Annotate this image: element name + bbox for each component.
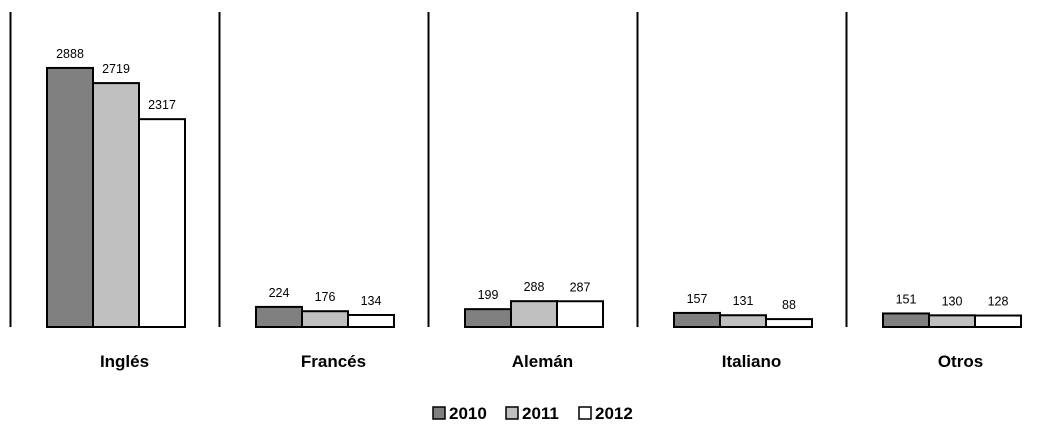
bar-2010-0 bbox=[46, 66, 94, 328]
legend-label-2012: 2012 bbox=[595, 404, 633, 423]
value-label: 151 bbox=[896, 292, 917, 306]
bar-2012-0 bbox=[138, 118, 186, 328]
value-label: 2719 bbox=[102, 62, 130, 76]
value-labels: 2888 2719 2317 224 176 134 199 288 287 157 131 88 15… bbox=[56, 47, 1008, 312]
value-label: 157 bbox=[687, 292, 708, 306]
category-label: Francés bbox=[301, 352, 366, 371]
legend-label-2011: 2011 bbox=[522, 404, 559, 423]
category-label: Italiano bbox=[722, 352, 782, 371]
legend-swatch-2010 bbox=[432, 406, 446, 420]
value-label: 199 bbox=[478, 288, 499, 302]
legend: 2010 2011 2012 bbox=[432, 404, 633, 423]
bar-2010-3 bbox=[673, 311, 721, 329]
bar-2010-1 bbox=[255, 305, 303, 328]
value-label: 131 bbox=[733, 294, 754, 308]
value-label: 287 bbox=[570, 280, 591, 294]
bar-2012-4 bbox=[974, 314, 1022, 329]
value-label: 2317 bbox=[148, 98, 176, 112]
bar-2012-1 bbox=[347, 313, 395, 328]
value-label: 288 bbox=[524, 280, 545, 294]
value-label: 128 bbox=[988, 295, 1009, 309]
value-label: 2888 bbox=[56, 47, 84, 61]
bar-2010-4 bbox=[882, 312, 930, 328]
legend-label-2010: 2010 bbox=[449, 404, 487, 423]
value-label: 176 bbox=[315, 290, 336, 304]
category-label: Inglés bbox=[100, 352, 149, 371]
legend-swatch-2012 bbox=[578, 406, 592, 420]
value-label: 134 bbox=[361, 294, 382, 308]
value-label: 130 bbox=[942, 294, 963, 308]
bars bbox=[46, 66, 1022, 329]
bar-2011-2 bbox=[510, 300, 558, 329]
legend-swatch-2011 bbox=[505, 406, 519, 420]
bar-2012-2 bbox=[556, 300, 604, 329]
bar-2010-2 bbox=[464, 308, 512, 328]
category-label: Alemán bbox=[512, 352, 573, 371]
bar-2011-4 bbox=[928, 314, 976, 328]
bar-2011-0 bbox=[92, 82, 140, 328]
panel-dividers bbox=[9, 12, 848, 327]
bar-2011-1 bbox=[301, 310, 349, 328]
bar-2012-3 bbox=[765, 318, 813, 329]
bar-2011-3 bbox=[719, 314, 767, 328]
category-labels: Inglés Francés Alemán Italiano Otros bbox=[100, 352, 983, 371]
category-label: Otros bbox=[938, 352, 983, 371]
value-label: 224 bbox=[269, 286, 290, 300]
value-label: 88 bbox=[782, 298, 796, 312]
